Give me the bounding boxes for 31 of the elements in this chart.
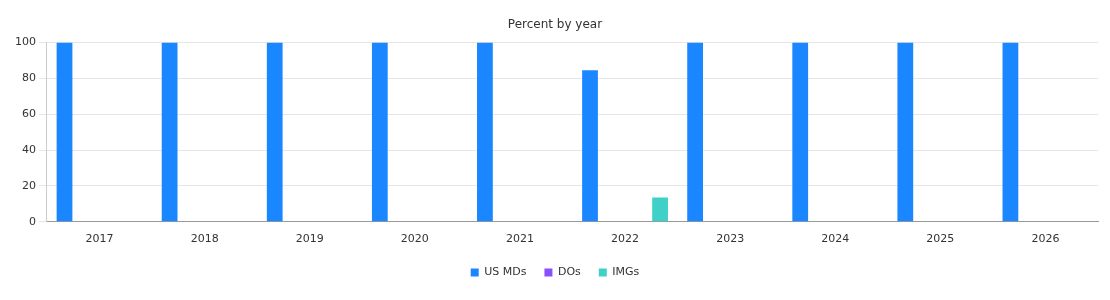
bar (266, 42, 283, 222)
x-tick-label: 2026 (1031, 232, 1060, 246)
bar (687, 42, 703, 222)
y-tick-label: 60 (22, 107, 36, 121)
bar (652, 197, 668, 222)
x-tick-label: 2022 (611, 232, 640, 246)
bar (897, 42, 914, 222)
bar (371, 42, 388, 222)
y-tick-label: 80 (22, 71, 36, 85)
x-tick-label: 2021 (505, 232, 534, 246)
legend-label: IMGs (612, 265, 640, 279)
legend-label: US MDs (484, 265, 527, 279)
y-tick-label: 100 (15, 35, 36, 49)
bar (161, 42, 178, 222)
x-tick-label: 2020 (400, 232, 429, 246)
x-tick-label: 2025 (926, 232, 955, 246)
bar (582, 70, 598, 222)
x-tick-label: 2017 (85, 232, 114, 246)
chart-title: Percent by year (507, 17, 603, 32)
y-tick-label: 40 (22, 142, 36, 156)
y-tick-label: 20 (22, 178, 36, 192)
x-tick-label: 2024 (821, 232, 850, 246)
bar (56, 42, 73, 222)
bar (477, 42, 493, 222)
x-tick-label: 2018 (190, 232, 219, 246)
x-tick-label: 2023 (716, 232, 745, 246)
bar (1002, 42, 1019, 222)
legend-label: DOs (557, 265, 582, 279)
bar (792, 42, 809, 222)
x-tick-label: 2019 (295, 232, 324, 246)
y-tick-label: 0 (29, 214, 36, 228)
